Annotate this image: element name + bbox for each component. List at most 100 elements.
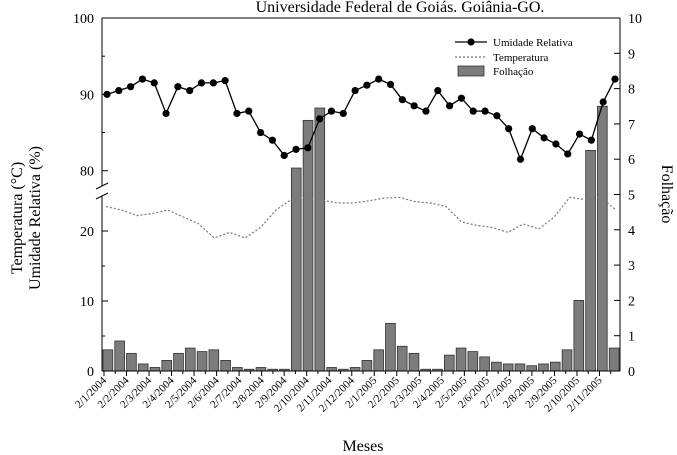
humidity-point bbox=[516, 155, 525, 163]
legend-temperature-label: Temperatura bbox=[493, 52, 549, 64]
right-tick-label: 10 bbox=[628, 12, 642, 27]
foliation-bar bbox=[185, 347, 196, 372]
temperature-layer bbox=[105, 196, 617, 239]
foliation-bar bbox=[573, 299, 585, 372]
foliation-bar bbox=[114, 340, 125, 372]
foliation-bar bbox=[196, 351, 208, 372]
humidity-point bbox=[611, 75, 619, 83]
foliation-bar bbox=[549, 361, 561, 372]
humidity-point bbox=[150, 79, 158, 87]
y-axis-title-right: Folhação bbox=[658, 165, 675, 224]
foliation-bar bbox=[102, 349, 114, 372]
humidity-point bbox=[587, 136, 595, 144]
foliation-bar bbox=[314, 107, 326, 372]
humidity-point bbox=[351, 86, 359, 95]
foliation-bar bbox=[455, 347, 467, 372]
humidity-point bbox=[363, 81, 371, 89]
humidity-point bbox=[221, 77, 229, 85]
humidity-point bbox=[127, 83, 135, 91]
humidity-point bbox=[186, 86, 194, 95]
legend: Umidade Relativa Temperatura Folhação bbox=[455, 37, 573, 78]
foliation-bar bbox=[585, 149, 596, 372]
foliation-bar bbox=[608, 347, 620, 372]
foliation-bar bbox=[526, 365, 537, 372]
humidity-point bbox=[292, 145, 300, 153]
humidity-point bbox=[469, 107, 477, 115]
humidity-point bbox=[162, 109, 170, 118]
humidity-point bbox=[434, 86, 442, 95]
foliation-bar bbox=[208, 349, 220, 372]
axis-break-mark-upper bbox=[95, 182, 109, 190]
humidity-point bbox=[327, 107, 336, 115]
humidity-point bbox=[575, 130, 584, 138]
foliation-bar bbox=[538, 363, 549, 372]
humidity-point bbox=[304, 144, 312, 152]
y-axis-title-left-line2: Umidade Relativa (%) bbox=[27, 146, 44, 290]
humidity-line bbox=[106, 78, 616, 162]
foliation-bar bbox=[361, 360, 373, 372]
right-axis-ticks: 0 1 2 3 4 5 6 7 8 9 10 bbox=[614, 12, 642, 380]
humidity-layer bbox=[103, 75, 619, 163]
bars-layer bbox=[102, 105, 620, 372]
foliation-bar bbox=[444, 354, 455, 372]
axis-break-mark-lower bbox=[95, 192, 109, 200]
right-tick-label: 8 bbox=[628, 83, 635, 98]
foliation-bar bbox=[126, 352, 137, 372]
foliation-bar bbox=[161, 360, 173, 372]
humidity-point bbox=[245, 107, 253, 115]
foliation-bar bbox=[173, 352, 184, 372]
y-axis-title-left-line1: Temperatura (°C) bbox=[9, 162, 26, 274]
right-tick-label: 4 bbox=[628, 224, 635, 239]
foliation-bar bbox=[232, 367, 243, 372]
right-tick-label: 3 bbox=[628, 259, 635, 274]
left-tick-label: 90 bbox=[80, 88, 94, 103]
humidity-point bbox=[398, 96, 406, 104]
humidity-point bbox=[493, 112, 501, 120]
legend-humidity-marker bbox=[467, 38, 475, 46]
foliation-bar bbox=[597, 105, 608, 372]
humidity-point bbox=[599, 98, 607, 106]
legend-foliation-swatch bbox=[457, 65, 485, 77]
right-tick-label: 6 bbox=[628, 153, 635, 168]
humidity-point bbox=[339, 109, 347, 118]
left-tick-label: 80 bbox=[80, 165, 94, 180]
foliation-bar bbox=[326, 367, 337, 372]
humidity-point bbox=[256, 128, 265, 137]
humidity-point bbox=[209, 79, 217, 87]
right-tick-label: 2 bbox=[628, 294, 635, 309]
temperature-line bbox=[105, 196, 617, 239]
humidity-point bbox=[564, 150, 572, 158]
humidity-point bbox=[410, 102, 418, 110]
legend-humidity-label: Umidade Relativa bbox=[493, 37, 573, 49]
humidity-point bbox=[316, 115, 324, 123]
humidity-point bbox=[197, 79, 206, 87]
right-tick-label: 1 bbox=[628, 330, 635, 345]
humidity-point bbox=[115, 86, 123, 95]
foliation-bar bbox=[408, 352, 420, 372]
humidity-point bbox=[138, 75, 147, 83]
foliation-bar bbox=[137, 363, 149, 372]
axes bbox=[95, 17, 621, 372]
foliation-bar bbox=[491, 361, 502, 372]
x-axis-ticks: 2/1/20042/2/20042/3/20042/4/20042/5/2004… bbox=[73, 371, 612, 415]
foliation-bar bbox=[502, 363, 514, 372]
foliation-bar bbox=[220, 360, 231, 372]
humidity-point bbox=[386, 80, 395, 89]
legend-foliation-label: Folhação bbox=[493, 66, 534, 78]
foliation-bar bbox=[479, 356, 490, 372]
left-axis-ticks: 0 10 20 80 90 100 bbox=[73, 12, 108, 380]
x-axis-title: Meses bbox=[343, 438, 384, 455]
top-caption: Universidade Federal de Goiás. Goiânia-G… bbox=[256, 0, 545, 16]
humidity-point bbox=[481, 107, 489, 115]
foliation-bar bbox=[302, 119, 314, 372]
humidity-point bbox=[174, 83, 182, 91]
foliation-bar bbox=[373, 349, 384, 372]
humidity-point bbox=[540, 134, 548, 142]
foliation-bar bbox=[561, 349, 573, 372]
left-tick-label: 0 bbox=[87, 365, 94, 380]
right-tick-label: 5 bbox=[628, 189, 635, 204]
humidity-point bbox=[233, 109, 241, 118]
left-tick-label: 100 bbox=[73, 12, 94, 27]
humidity-point bbox=[422, 107, 430, 115]
